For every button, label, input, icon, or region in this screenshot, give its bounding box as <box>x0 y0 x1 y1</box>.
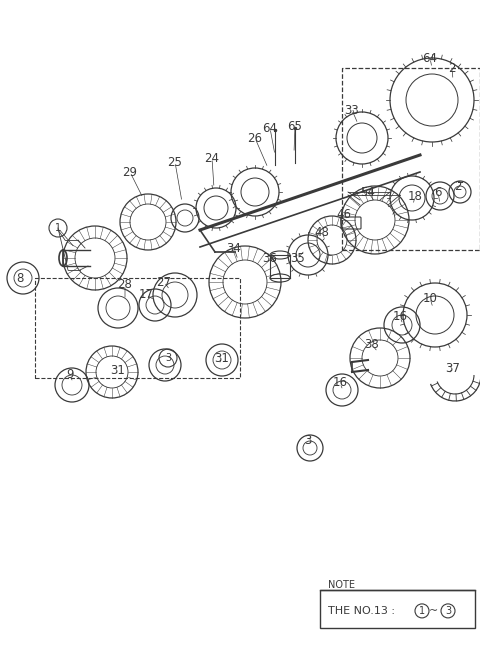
Text: 16: 16 <box>333 377 348 390</box>
Text: 38: 38 <box>365 339 379 352</box>
Text: 54: 54 <box>360 185 375 198</box>
Text: 28: 28 <box>118 278 132 291</box>
Text: 64: 64 <box>422 52 437 64</box>
Text: 24: 24 <box>204 151 219 164</box>
Text: 10: 10 <box>422 291 437 305</box>
Text: THE NO.13 :: THE NO.13 : <box>328 606 398 616</box>
Text: 27: 27 <box>156 276 171 288</box>
Text: 29: 29 <box>122 166 137 179</box>
Bar <box>320 590 475 628</box>
Text: 3: 3 <box>304 434 312 447</box>
Bar <box>35 278 240 378</box>
Text: 16: 16 <box>393 310 408 324</box>
Text: 25: 25 <box>168 155 182 168</box>
Bar <box>342 68 480 250</box>
Text: 36: 36 <box>263 252 277 265</box>
Text: NOTE: NOTE <box>328 580 355 590</box>
Text: 8: 8 <box>16 272 24 284</box>
Text: 9: 9 <box>66 369 74 381</box>
Text: 6: 6 <box>434 185 442 198</box>
Text: 31: 31 <box>110 364 125 377</box>
Text: 26: 26 <box>248 132 263 145</box>
Text: 17: 17 <box>139 288 154 301</box>
Text: 48: 48 <box>314 225 329 238</box>
Text: 2: 2 <box>454 179 462 193</box>
Text: 65: 65 <box>288 119 302 132</box>
Text: 18: 18 <box>408 189 422 202</box>
Text: 37: 37 <box>445 362 460 375</box>
Text: 1: 1 <box>55 223 61 233</box>
Text: 35: 35 <box>290 252 305 265</box>
Text: 33: 33 <box>345 103 360 117</box>
Text: 46: 46 <box>336 208 351 221</box>
Text: 3: 3 <box>445 606 451 616</box>
Text: 64: 64 <box>263 121 277 134</box>
Text: 3: 3 <box>165 353 171 363</box>
Text: 1: 1 <box>419 606 425 616</box>
Text: 2: 2 <box>448 62 456 75</box>
Text: ~: ~ <box>430 606 439 616</box>
Text: 31: 31 <box>215 352 229 364</box>
Text: 34: 34 <box>227 242 241 255</box>
